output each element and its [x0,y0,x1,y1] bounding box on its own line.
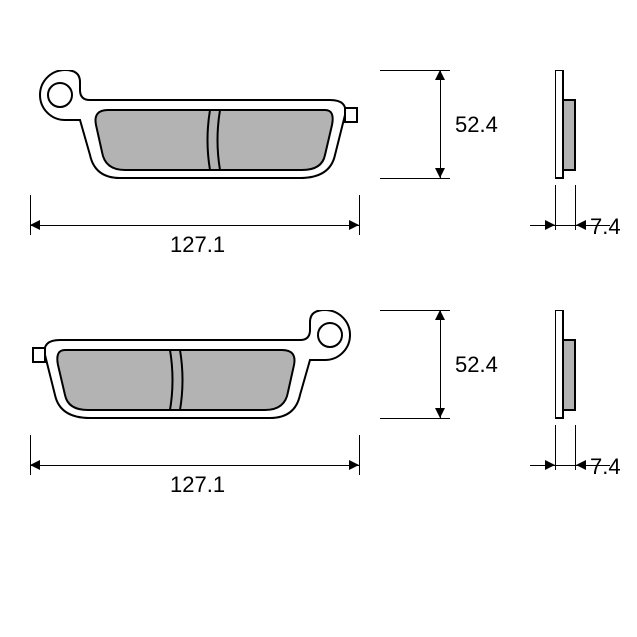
dim-arrow [349,460,359,470]
dim-tick [359,195,360,235]
dim-tick [555,425,556,470]
dim-width-top-label: 127.1 [170,232,225,258]
dim-line-height-top [440,70,441,178]
dim-arrow [545,460,555,470]
dim-arrow [545,220,555,230]
diagram-canvas: 127.1 52.4 7.4 [0,0,637,637]
dim-line-height-bottom [440,310,441,418]
dim-arrow [435,70,445,80]
dim-arrow [435,310,445,320]
dim-height-bottom-label: 52.4 [455,352,498,378]
dim-line-width-top [30,225,360,226]
side-profile-top [555,70,585,185]
dim-height-top-label: 52.4 [455,112,498,138]
dim-arrow [435,168,445,178]
dim-arrow [576,220,586,230]
dim-tick [555,185,556,230]
dim-tick [380,178,450,179]
dim-thickness-bottom-label: 7.4 [590,454,621,480]
brake-pad-top [30,70,360,200]
dim-line-width-bottom [30,465,360,466]
dim-arrow [435,408,445,418]
dim-arrow [30,220,40,230]
dim-thickness-top-label: 7.4 [590,214,621,240]
dim-arrow [576,460,586,470]
brake-pad-bottom [30,310,360,440]
dim-arrow [349,220,359,230]
side-profile-bottom [555,310,585,425]
dim-arrow [30,460,40,470]
dim-tick [380,418,450,419]
dim-tick [359,435,360,475]
dim-width-bottom-label: 127.1 [170,472,225,498]
